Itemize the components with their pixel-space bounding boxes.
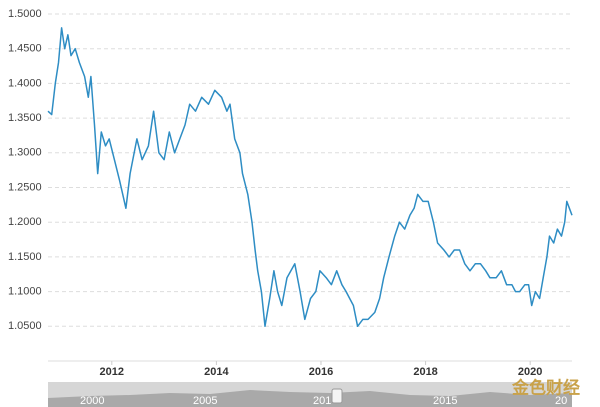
x-tick-label: 2016 [309,366,333,378]
line [47,27,573,328]
y-tick-label: 1.2000 [8,216,42,228]
y-tick-label: 1.1500 [8,251,42,263]
x-tick-label: 2020 [518,366,542,378]
y-tick-label: 1.2500 [8,181,42,193]
navigator-area [48,390,572,407]
x-tick-label: 2018 [413,366,437,378]
y-tick-label: 1.5000 [8,8,42,20]
y-tick-label: 1.4000 [8,77,42,89]
y-tick-label: 1.1000 [8,286,42,298]
y-tick-label: 1.4500 [8,43,42,55]
navigator-label: 201 [313,395,331,407]
navigator-label: 20 [555,395,567,407]
x-tick-label: 2012 [100,366,124,378]
x-tick-label: 2014 [204,366,229,378]
navigator-label: 2000 [80,395,104,407]
y-tick-label: 1.3500 [8,112,42,124]
navigator-label: 2005 [193,395,217,407]
navigator-label: 2015 [433,395,457,407]
y-tick-label: 1.0500 [8,320,42,332]
watermark: 金色财经 [511,377,580,397]
y-tick-label: 1.3000 [8,147,42,159]
navigator-handle[interactable] [331,388,343,404]
